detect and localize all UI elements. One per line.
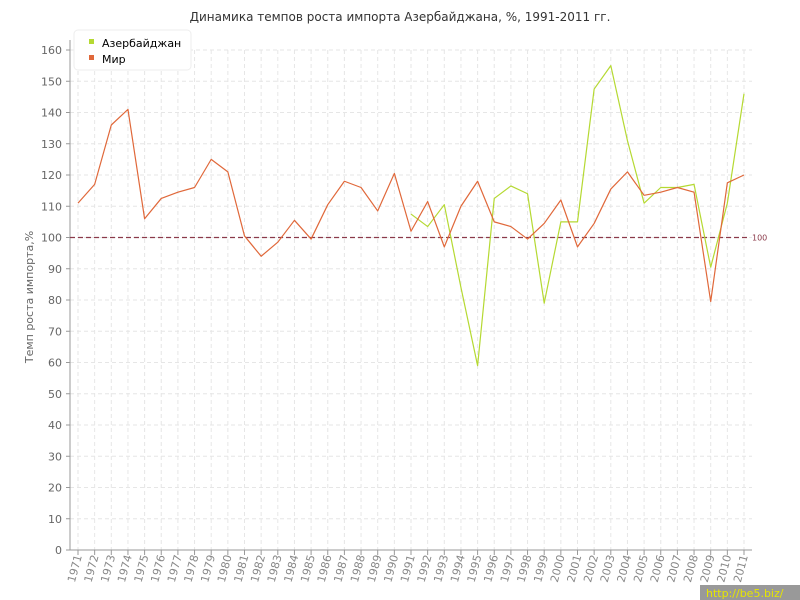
- reference-line-group: 100: [70, 234, 767, 243]
- watermark-group: http://be5.biz/: [700, 585, 800, 600]
- y-tick-label: 40: [48, 419, 62, 432]
- legend-label-world[interactable]: Мир: [102, 53, 126, 66]
- y-tick-label: 50: [48, 388, 62, 401]
- legend-marker-azerbaijan: [89, 39, 94, 44]
- series-group: [77, 65, 745, 367]
- y-tick-label: 90: [48, 263, 62, 276]
- x-tick-label: 2011: [731, 553, 751, 583]
- series-line-world: [77, 108, 745, 303]
- series-line-azerbaijan: [410, 65, 745, 367]
- y-tick-label: 120: [41, 169, 62, 182]
- legend-label-azerbaijan[interactable]: Азербайджан: [102, 37, 181, 50]
- y-axis-label: Темп роста импорта,%: [23, 231, 36, 364]
- y-tick-label: 30: [48, 450, 62, 463]
- y-tick-label: 0: [55, 544, 62, 557]
- y-tick-label: 140: [41, 107, 62, 120]
- y-tick-label: 20: [48, 482, 62, 495]
- y-tick-label: 130: [41, 138, 62, 151]
- chart-title: Динамика темпов роста импорта Азербайджа…: [190, 10, 611, 24]
- watermark-background: [700, 585, 800, 600]
- x-ticks: 1971197219731974197519761977197819791980…: [65, 550, 751, 584]
- y-tick-label: 60: [48, 357, 62, 370]
- watermark-text: http://be5.biz/: [706, 587, 784, 600]
- y-tick-label: 70: [48, 325, 62, 338]
- legend-box: [73, 29, 192, 71]
- axes: 0 10 20 30 40 50 60 70 80 90 100 110 120 130 140 150 160: [41, 40, 752, 557]
- y-tick-label: 150: [41, 75, 62, 88]
- y-tick-label: 100: [41, 232, 62, 245]
- y-tick-label: 10: [48, 513, 62, 526]
- grid: [70, 49, 752, 550]
- y-tick-label: 80: [48, 294, 62, 307]
- reference-line-label: 100: [752, 234, 767, 243]
- y-tick-label: 160: [41, 44, 62, 57]
- y-tick-label: 110: [41, 200, 62, 213]
- legend-marker-world: [89, 55, 94, 60]
- legend[interactable]: Азербайджан Мир: [73, 29, 192, 71]
